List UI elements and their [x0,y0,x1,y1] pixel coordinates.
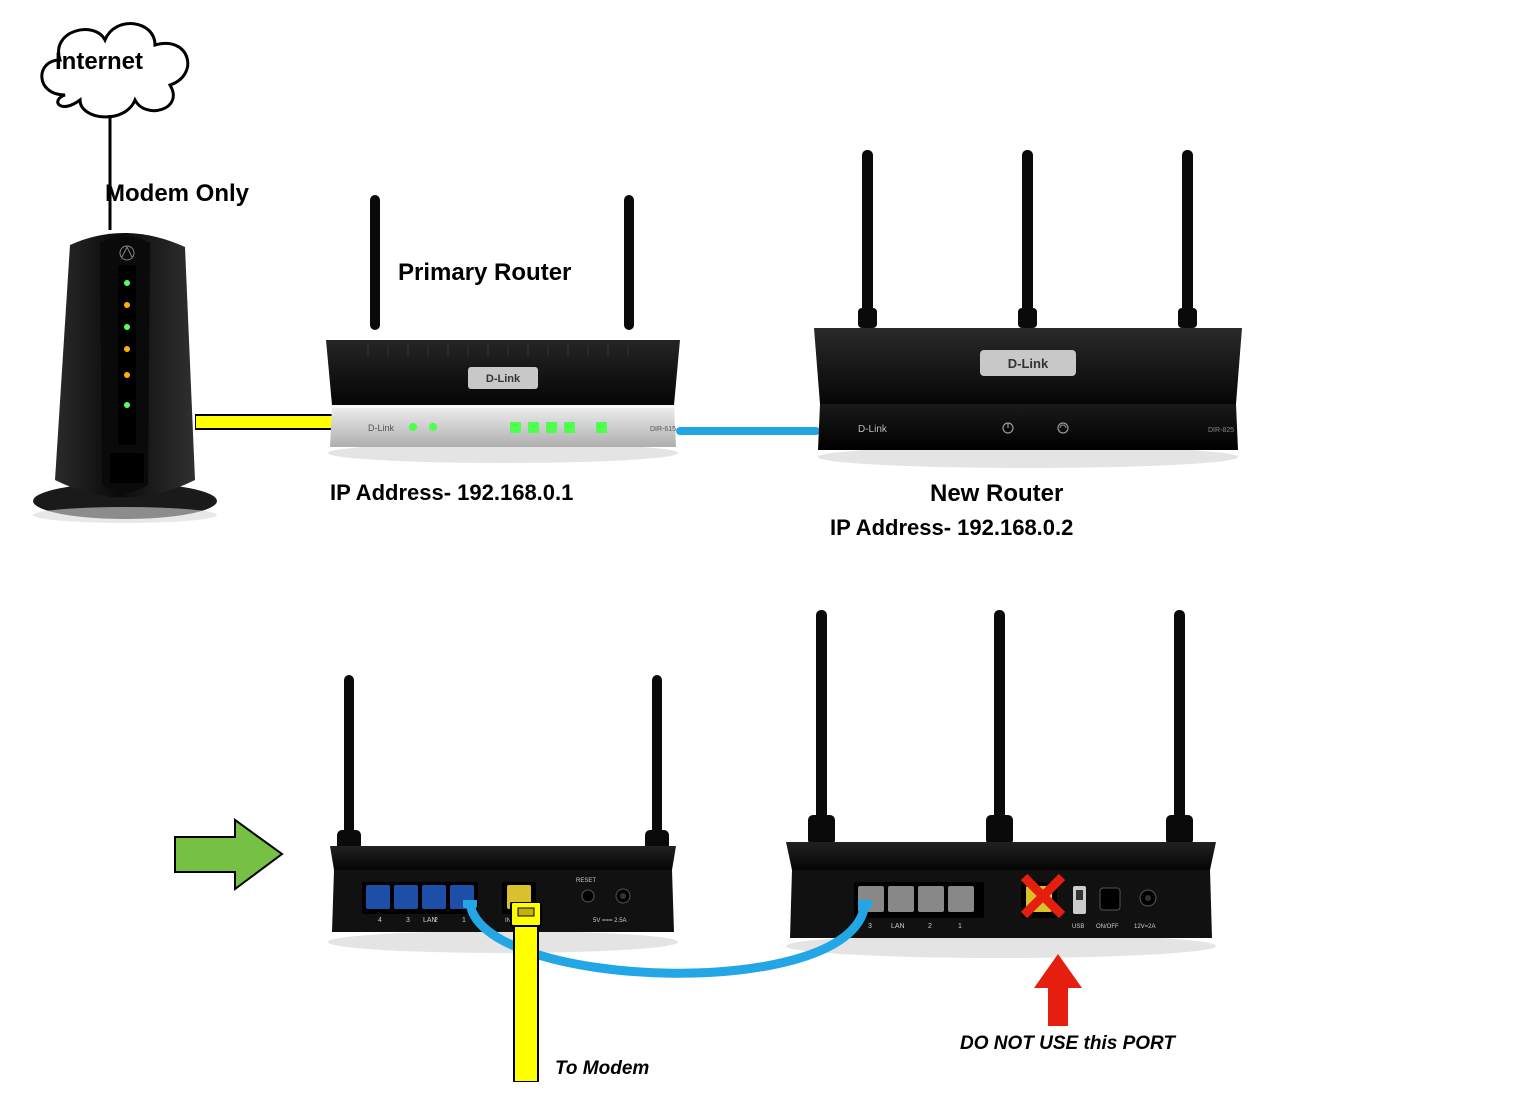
brand-small-new: D-Link [858,424,888,435]
green-arrow-icon [170,812,290,897]
modem-only-label: Modem Only [105,180,249,208]
svg-text:LAN: LAN [891,923,905,930]
model-new: DIR-825 [1208,427,1234,434]
to-modem-label: To Modem [555,1058,649,1080]
svg-text:RESET: RESET [576,878,596,884]
new-ip-label: IP Address- 192.168.0.2 [830,515,1073,541]
brand-label-new: D-Link [1008,356,1049,371]
new-router-front: D-Link D-Link DIR-825 [808,150,1248,470]
primary-ip-label: IP Address- 192.168.0.1 [330,480,573,506]
svg-text:ON/OFF: ON/OFF [1096,924,1119,930]
svg-text:2: 2 [434,917,438,924]
red-arrow-icon [1028,950,1088,1030]
svg-text:1: 1 [958,923,962,930]
brand-label: D-Link [486,373,521,385]
svg-text:3: 3 [406,917,410,924]
blue-cable-top [676,424,820,438]
svg-text:USB: USB [1072,924,1084,930]
svg-text:2: 2 [928,923,932,930]
svg-text:12V=2A: 12V=2A [1134,924,1156,930]
internet-label: Internet [55,48,143,76]
brand-label-small: D-Link [368,423,395,433]
do-not-use-label: DO NOT USE this PORT [960,1033,1175,1055]
red-x-icon [1020,873,1066,919]
model-label: DIR-615 [650,426,676,433]
new-router-label: New Router [930,480,1063,508]
modem-device [30,225,240,525]
cloud-to-modem-line [108,115,112,230]
svg-text:4: 4 [378,917,382,924]
primary-router-front: D-Link D-Link DIR-615 [318,195,688,465]
yellow-cable-bottom [502,902,552,1082]
